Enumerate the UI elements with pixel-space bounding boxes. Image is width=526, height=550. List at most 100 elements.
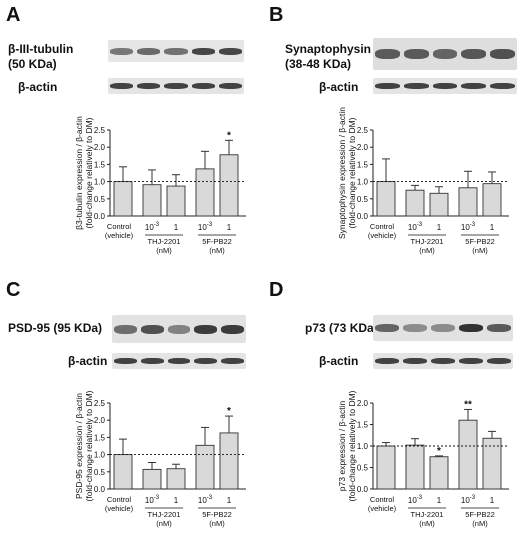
y-axis-label-line1: Synaptophysin expression / β-actin xyxy=(337,107,347,239)
x-label-dose-low: 10-3 xyxy=(145,495,160,505)
protein-label-line2: (38-48 KDa) xyxy=(285,57,352,71)
panel-a: A β-III-tubulin (50 KDa) β-actin 0.0 0.5 1… xyxy=(0,0,263,275)
y-tick-label: 0.5 xyxy=(94,195,106,204)
protein-band xyxy=(164,48,188,55)
bar xyxy=(142,184,162,217)
target-blot xyxy=(373,38,517,70)
bar-chart: 0.0 0.5 1.0 1.5 2.0 2.5 PSD-95 expression / β-… xyxy=(74,390,246,528)
y-tick-label: 2.0 xyxy=(357,399,369,408)
group-thj2201-label: THJ-2201 xyxy=(411,510,444,519)
x-label-control-line1: Control xyxy=(370,222,395,231)
protein-band xyxy=(191,48,215,55)
x-label-control-line1: Control xyxy=(107,222,132,231)
x-label-control-line1: Control xyxy=(107,495,132,504)
protein-label: PSD-95 (95 KDa) xyxy=(8,321,102,336)
group-thj2201-unit: (nM) xyxy=(419,246,435,255)
bar xyxy=(429,192,449,217)
actin-label: β-actin xyxy=(68,354,108,368)
bar xyxy=(458,419,478,490)
x-label-control-line1: Control xyxy=(370,495,395,504)
protein-label-line2: (50 KDa) xyxy=(8,57,57,71)
x-label-dose-low: 10-3 xyxy=(198,222,213,232)
y-tick-label: 2.0 xyxy=(94,416,106,425)
protein-label: Synaptophysin (38-48 KDa) xyxy=(285,42,371,72)
protein-label: β-III-tubulin (50 KDa) xyxy=(8,42,73,72)
actin-band xyxy=(140,358,164,364)
actin-band xyxy=(194,358,218,364)
y-tick-label: 0.5 xyxy=(357,464,369,473)
bar-chart: 0.0 0.5 1.0 1.5 2.0 2.5 β3-tubulin expression … xyxy=(74,116,246,255)
actin-band xyxy=(191,83,215,89)
group-5fpb22-unit: (nM) xyxy=(209,519,225,528)
y-tick-label: 0.0 xyxy=(94,212,106,221)
x-label-dose-high: 1 xyxy=(437,223,442,232)
protein-band xyxy=(432,49,458,59)
x-label-control-line2: (vehicle) xyxy=(105,504,134,513)
bar xyxy=(113,181,133,217)
actin-band xyxy=(218,83,242,89)
y-tick-label: 2.5 xyxy=(94,399,106,408)
protein-band xyxy=(140,325,164,334)
protein-band xyxy=(403,324,427,332)
y-axis-label-line1: β3-tubulin expression / β-actin xyxy=(74,116,84,230)
panel-letter: A xyxy=(6,4,21,26)
actin-band xyxy=(461,83,487,89)
y-tick-label: 0.0 xyxy=(357,212,369,221)
significance-mark: * xyxy=(227,130,231,141)
x-label-dose-high: 1 xyxy=(490,496,495,505)
x-label-dose-high: 1 xyxy=(227,496,232,505)
actin-label: β-actin xyxy=(319,80,359,94)
x-label-dose-low: 10-3 xyxy=(408,495,423,505)
panel-letter: B xyxy=(269,4,284,26)
actin-band xyxy=(114,358,137,364)
protein-label-line1: β-III-tubulin xyxy=(8,42,74,56)
x-label-dose-high: 1 xyxy=(227,223,232,232)
actin-label: β-actin xyxy=(18,80,58,94)
actin-band xyxy=(459,358,483,364)
y-tick-label: 1.0 xyxy=(357,442,369,451)
actin-band xyxy=(137,83,161,89)
protein-label-line1: Synaptophysin xyxy=(285,42,372,56)
panel-letter: D xyxy=(269,279,284,301)
panel-b: B Synaptophysin (38-48 KDa) β-actin 0.0 0… xyxy=(263,0,526,275)
bar-chart: 0.0 0.5 1.0 1.5 2.0 2.5 Synaptophysin expressi… xyxy=(337,107,509,255)
group-5fpb22-label: 5F-PB22 xyxy=(465,237,495,246)
actin-band xyxy=(431,358,455,364)
bar xyxy=(376,181,396,217)
group-5fpb22-unit: (nM) xyxy=(472,519,488,528)
bar xyxy=(142,468,162,490)
bar xyxy=(458,187,478,217)
actin-band xyxy=(432,83,458,89)
y-tick-label: 2.5 xyxy=(357,126,369,135)
actin-band xyxy=(490,83,515,89)
y-tick-label: 0.5 xyxy=(94,468,106,477)
bar xyxy=(482,183,502,217)
bar xyxy=(195,444,215,490)
actin-band xyxy=(403,83,429,89)
group-thj2201-unit: (nM) xyxy=(156,246,172,255)
bar xyxy=(166,468,186,490)
bar xyxy=(113,454,133,490)
protein-label-line1: PSD-95 (95 KDa) xyxy=(8,321,103,335)
group-thj2201-unit: (nM) xyxy=(419,519,435,528)
y-axis-label-line2: (fold-change relatively to DM) xyxy=(84,390,94,501)
x-label-dose-low: 10-3 xyxy=(461,222,476,232)
y-tick-label: 1.5 xyxy=(94,160,106,169)
x-label-dose-high: 1 xyxy=(490,223,495,232)
protein-label: p73 (73 KDa) xyxy=(305,321,378,336)
protein-band xyxy=(221,325,244,334)
group-thj2201-label: THJ-2201 xyxy=(411,237,444,246)
y-tick-label: 2.0 xyxy=(357,143,369,152)
group-5fpb22-unit: (nM) xyxy=(472,246,488,255)
group-thj2201-label: THJ-2201 xyxy=(148,237,181,246)
y-tick-label: 0.0 xyxy=(94,485,106,494)
y-tick-label: 1.0 xyxy=(94,451,106,460)
bar xyxy=(219,154,239,217)
actin-band xyxy=(110,83,134,89)
protein-band xyxy=(194,325,218,334)
x-label-control-line2: (vehicle) xyxy=(368,231,397,240)
protein-band xyxy=(459,324,483,332)
target-blot xyxy=(373,315,513,341)
y-axis-label-line1: p73 expression / β-actin xyxy=(337,401,347,492)
x-label-control-line2: (vehicle) xyxy=(368,504,397,513)
